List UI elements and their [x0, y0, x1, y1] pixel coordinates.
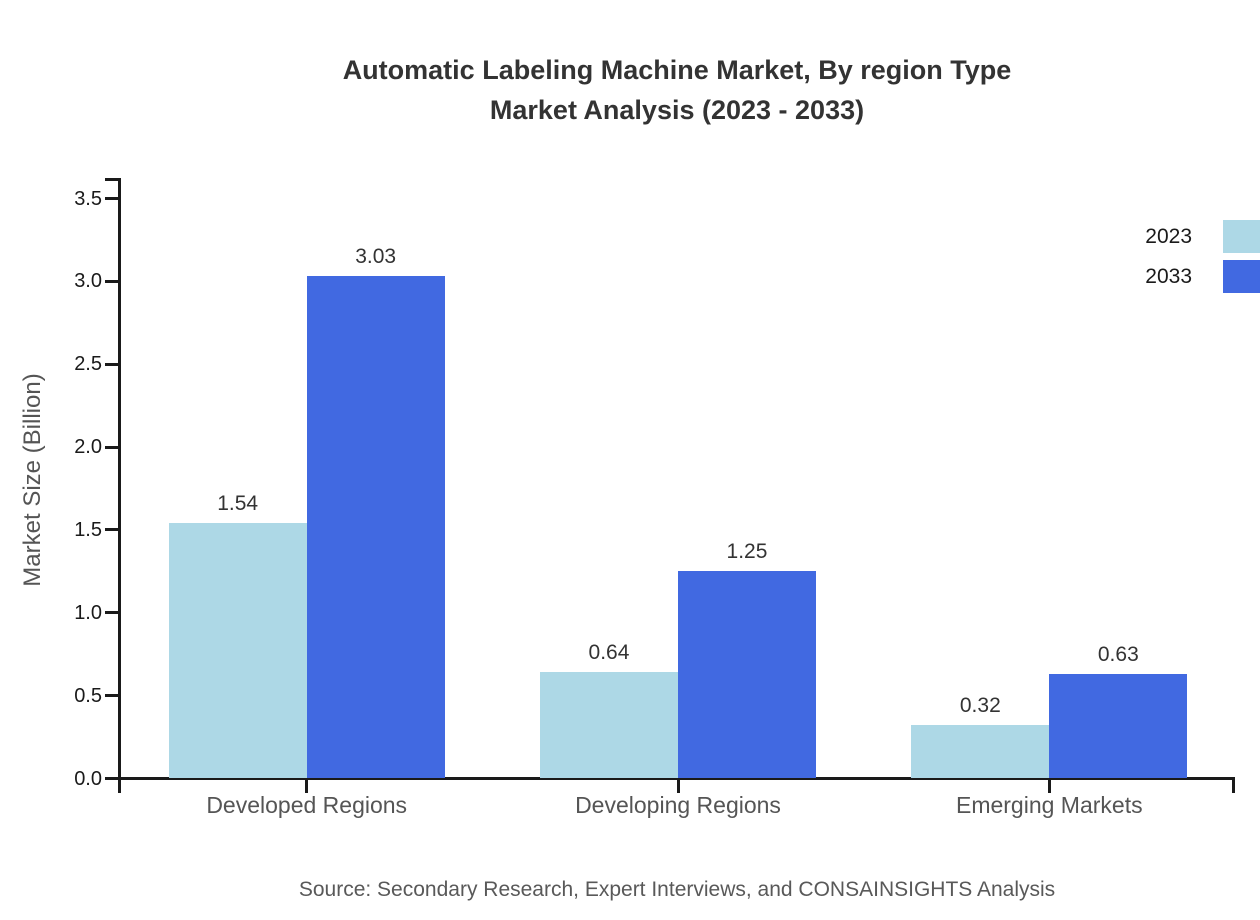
bar-value-label: 1.54: [217, 491, 259, 515]
legend-swatch: [1223, 220, 1260, 253]
bar-value-label: 3.03: [355, 244, 397, 268]
x-tick-mark: [305, 780, 309, 793]
bar-value-label: 0.64: [588, 640, 630, 664]
legend-item-2033: 2033: [1145, 260, 1260, 293]
y-tick-label: 3.5: [74, 187, 102, 210]
y-axis-end-cap: [105, 178, 118, 181]
bar-2023: 0.64: [539, 641, 678, 778]
legend: 2023 2033: [1145, 220, 1260, 293]
y-tick-mark: [105, 197, 118, 200]
x-axis-end-cap: [1232, 780, 1235, 793]
bar-2033: 0.63: [1049, 643, 1188, 778]
legend-label: 2033: [1145, 264, 1192, 288]
y-tick-label: 0.5: [74, 684, 102, 707]
x-category-label: Developed Regions: [206, 792, 408, 818]
x-category-label: Developing Regions: [575, 792, 781, 818]
y-tick-label: 2.5: [74, 353, 102, 376]
y-tick-mark: [105, 611, 118, 615]
bar-group-1: 1.54 3.03: [168, 178, 445, 778]
y-tick-mark: [105, 528, 118, 532]
bar-2023: 0.32: [911, 694, 1050, 778]
y-tick-mark: [105, 279, 118, 283]
bar-group-2: 0.64 1.25: [539, 178, 816, 778]
legend-item-2023: 2023: [1145, 220, 1260, 253]
x-axis-left-cap: [118, 780, 121, 793]
chart-title-line2: Market Analysis (2023 - 2033): [489, 95, 865, 125]
y-tick-mark: [105, 777, 118, 780]
bar-value-label: 1.25: [726, 539, 768, 563]
y-tick-mark: [105, 445, 118, 449]
plot-area: 1.54 3.03 0.64 1.25 0.32 0.63: [121, 178, 1235, 778]
bar-group-3: 0.32 0.63: [911, 178, 1188, 778]
legend-swatch: [1223, 260, 1260, 293]
bar-2033: 3.03: [306, 245, 445, 778]
x-axis-line: [118, 777, 1235, 780]
y-tick-label: 1.0: [74, 601, 102, 624]
bar-2023: 1.54: [168, 492, 307, 778]
y-tick-mark: [105, 362, 118, 366]
y-axis-line: [118, 178, 121, 780]
bar-value-label: 0.63: [1097, 642, 1139, 666]
chart-title-line1: Automatic Labeling Machine Market, By re…: [342, 55, 1012, 85]
legend-label: 2023: [1145, 224, 1192, 248]
y-axis-title: Market Size (Billion): [19, 373, 46, 587]
y-tick-label: 3.0: [74, 270, 102, 293]
x-category-label: Emerging Markets: [955, 792, 1143, 818]
chart-title: Automatic Labeling Machine Market, By re…: [120, 50, 1234, 130]
y-tick-label: 2.0: [74, 436, 102, 459]
y-tick-mark: [105, 694, 118, 698]
source-note: Source: Secondary Research, Expert Inter…: [298, 878, 1056, 901]
y-tick-label: 1.5: [74, 518, 102, 541]
bar-2033: 1.25: [677, 540, 816, 778]
x-tick-mark: [676, 780, 680, 793]
bar-value-label: 0.32: [959, 694, 1001, 717]
y-tick-label: 0.0: [74, 767, 102, 790]
x-tick-mark: [1047, 780, 1051, 793]
